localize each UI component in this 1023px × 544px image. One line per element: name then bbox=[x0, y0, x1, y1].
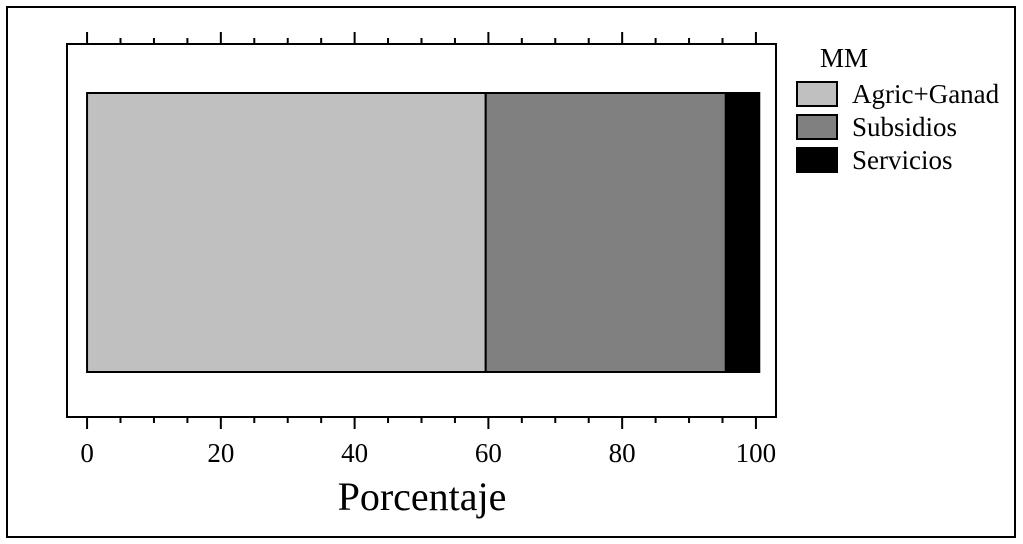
bars-group bbox=[86, 92, 761, 373]
x-tick-label: 0 bbox=[80, 438, 94, 468]
x-tick-label: 80 bbox=[609, 438, 636, 468]
x-tick-label: 60 bbox=[475, 438, 502, 468]
x-axis-label: Porcentaje bbox=[338, 474, 507, 519]
legend-swatch bbox=[796, 81, 838, 107]
bar-segment-subsidios bbox=[484, 92, 727, 373]
legend-label: Agric+Ganad bbox=[852, 79, 1000, 109]
x-tick-label: 40 bbox=[341, 438, 368, 468]
bar-segment-agric-ganad bbox=[86, 92, 487, 373]
bar-segment-servicios bbox=[724, 92, 761, 373]
legend-title: MM bbox=[820, 43, 868, 73]
legend-label: Subsidios bbox=[852, 112, 957, 142]
ticks-group: 0 20 40 60 80 100 bbox=[80, 32, 776, 468]
x-tick-label: 20 bbox=[207, 438, 234, 468]
legend-label: Servicios bbox=[852, 145, 953, 175]
legend-swatch bbox=[796, 114, 838, 140]
legend-swatch bbox=[796, 147, 838, 173]
x-tick-label: 100 bbox=[736, 438, 777, 468]
